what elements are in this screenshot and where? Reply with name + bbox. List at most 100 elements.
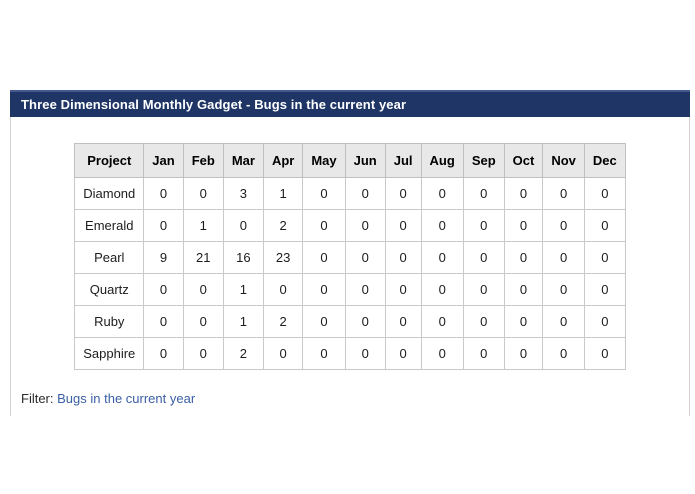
- value-cell: 0: [143, 209, 184, 242]
- bug-table-body: Diamond 0 0 3 1 0 0 0 0 0 0 0 0 Emerald 0 1 0 2 0 0 0 0 0 0 0 0 Pe…: [74, 177, 626, 370]
- value-cell: 0: [344, 177, 386, 210]
- project-cell: Emerald: [74, 209, 145, 242]
- value-cell: 2: [262, 305, 304, 338]
- value-cell: 0: [302, 273, 346, 306]
- value-cell: 0: [462, 273, 505, 306]
- value-cell: 0: [420, 273, 464, 306]
- value-cell: 9: [143, 241, 184, 274]
- value-cell: 0: [344, 273, 386, 306]
- value-cell: 0: [302, 337, 346, 370]
- value-cell: 0: [462, 241, 505, 274]
- value-cell: 0: [583, 177, 626, 210]
- value-cell: 0: [583, 273, 626, 306]
- value-cell: 0: [503, 241, 544, 274]
- value-cell: 1: [262, 177, 304, 210]
- value-cell: 0: [542, 177, 585, 210]
- table-row-diamond: Diamond 0 0 3 1 0 0 0 0 0 0 0 0: [74, 177, 626, 210]
- value-cell: 0: [302, 305, 346, 338]
- value-cell: 0: [302, 177, 346, 210]
- project-cell: Ruby: [74, 305, 145, 338]
- column-header-jul: Jul: [384, 143, 422, 178]
- gadget-body: Project Jan Feb Mar Apr May Jun Jul Aug Sep Oct Nov…: [10, 117, 690, 416]
- value-cell: 0: [583, 241, 626, 274]
- value-cell: 0: [302, 209, 346, 242]
- column-header-project: Project: [74, 143, 145, 178]
- value-cell: 0: [462, 209, 505, 242]
- value-cell: 0: [384, 177, 422, 210]
- gadget-title-bar: Three Dimensional Monthly Gadget - Bugs …: [10, 90, 690, 117]
- value-cell: 16: [222, 241, 264, 274]
- value-cell: 23: [262, 241, 304, 274]
- table-row-quartz: Quartz 0 0 1 0 0 0 0 0 0 0 0 0: [74, 273, 626, 306]
- column-header-aug: Aug: [420, 143, 464, 178]
- column-header-feb: Feb: [182, 143, 224, 178]
- value-cell: 0: [384, 241, 422, 274]
- table-row-ruby: Ruby 0 0 1 2 0 0 0 0 0 0 0 0: [74, 305, 626, 338]
- value-cell: 0: [503, 337, 544, 370]
- value-cell: 0: [262, 337, 304, 370]
- dashboard-gadget: Three Dimensional Monthly Gadget - Bugs …: [10, 90, 690, 416]
- value-cell: 0: [420, 177, 464, 210]
- value-cell: 0: [384, 337, 422, 370]
- value-cell: 0: [503, 209, 544, 242]
- column-header-jun: Jun: [344, 143, 386, 178]
- value-cell: 0: [344, 209, 386, 242]
- value-cell: 0: [344, 305, 386, 338]
- value-cell: 0: [182, 273, 224, 306]
- value-cell: 0: [384, 209, 422, 242]
- value-cell: 0: [462, 337, 505, 370]
- value-cell: 2: [222, 337, 264, 370]
- column-header-jan: Jan: [143, 143, 184, 178]
- column-header-nov: Nov: [542, 143, 585, 178]
- column-header-oct: Oct: [503, 143, 544, 178]
- filter-line: Filter: Bugs in the current year: [21, 391, 689, 406]
- value-cell: 0: [143, 273, 184, 306]
- column-header-dec: Dec: [583, 143, 626, 178]
- project-cell: Quartz: [74, 273, 145, 306]
- filter-link[interactable]: Bugs in the current year: [57, 391, 196, 406]
- value-cell: 0: [583, 209, 626, 242]
- value-cell: 0: [420, 337, 464, 370]
- value-cell: 0: [542, 305, 585, 338]
- value-cell: 21: [182, 241, 224, 274]
- bug-table-head: Project Jan Feb Mar Apr May Jun Jul Aug Sep Oct Nov…: [74, 143, 626, 178]
- value-cell: 0: [542, 337, 585, 370]
- value-cell: 0: [503, 305, 544, 338]
- value-cell: 0: [542, 273, 585, 306]
- value-cell: 0: [503, 177, 544, 210]
- value-cell: 0: [143, 305, 184, 338]
- value-cell: 0: [462, 305, 505, 338]
- table-row-pearl: Pearl 9 21 16 23 0 0 0 0 0 0 0 0: [74, 241, 626, 274]
- value-cell: 1: [222, 273, 264, 306]
- value-cell: 0: [182, 177, 224, 210]
- value-cell: 0: [420, 209, 464, 242]
- value-cell: 1: [222, 305, 264, 338]
- value-cell: 0: [262, 273, 304, 306]
- table-row-sapphire: Sapphire 0 0 2 0 0 0 0 0 0 0 0 0: [74, 337, 626, 370]
- value-cell: 2: [262, 209, 304, 242]
- column-header-apr: Apr: [262, 143, 304, 178]
- value-cell: 3: [222, 177, 264, 210]
- value-cell: 0: [542, 209, 585, 242]
- project-cell: Diamond: [74, 177, 145, 210]
- value-cell: 0: [384, 273, 422, 306]
- value-cell: 0: [503, 273, 544, 306]
- filter-label: Filter:: [21, 391, 54, 406]
- column-header-may: May: [302, 143, 346, 178]
- gadget-title: Three Dimensional Monthly Gadget - Bugs …: [21, 97, 407, 112]
- project-cell: Pearl: [74, 241, 145, 274]
- header-row: Project Jan Feb Mar Apr May Jun Jul Aug Sep Oct Nov…: [74, 143, 626, 178]
- value-cell: 0: [583, 337, 626, 370]
- table-row-emerald: Emerald 0 1 0 2 0 0 0 0 0 0 0 0: [74, 209, 626, 242]
- value-cell: 0: [420, 241, 464, 274]
- value-cell: 0: [462, 177, 505, 210]
- value-cell: 0: [143, 177, 184, 210]
- value-cell: 0: [420, 305, 464, 338]
- column-header-mar: Mar: [222, 143, 264, 178]
- value-cell: 0: [542, 241, 585, 274]
- value-cell: 0: [344, 337, 386, 370]
- value-cell: 0: [344, 241, 386, 274]
- value-cell: 0: [384, 305, 422, 338]
- value-cell: 1: [182, 209, 224, 242]
